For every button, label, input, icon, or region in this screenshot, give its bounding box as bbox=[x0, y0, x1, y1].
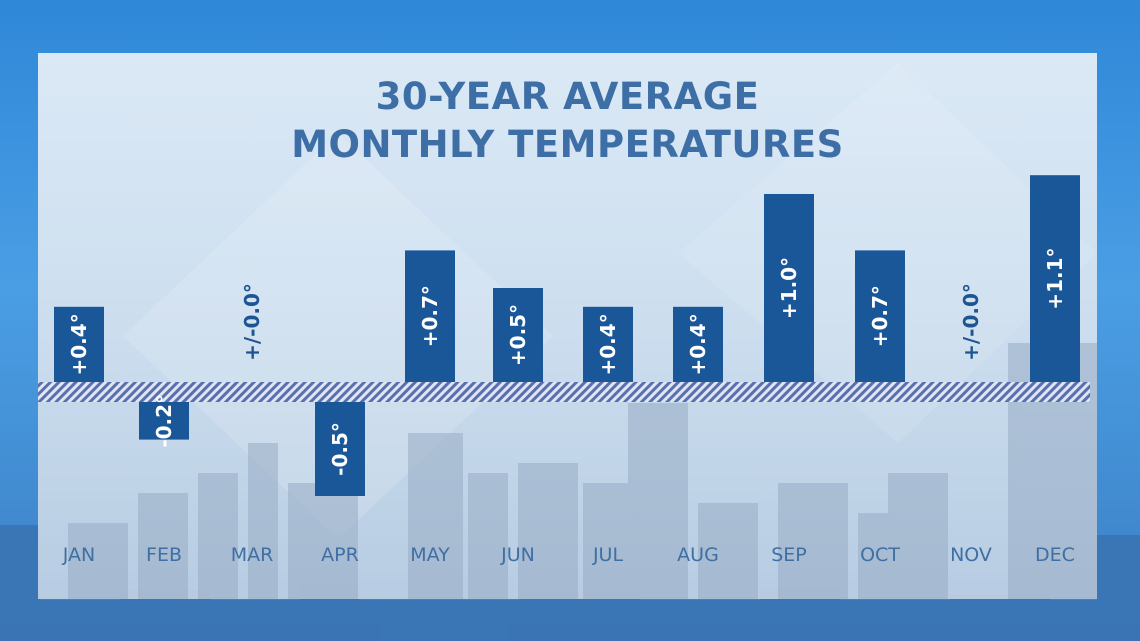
month-label-mar: MAR bbox=[231, 544, 274, 566]
month-label-jan: JAN bbox=[62, 544, 95, 566]
month-label-dec: DEC bbox=[1035, 544, 1075, 566]
bar-oct bbox=[855, 250, 905, 382]
month-label-may: MAY bbox=[410, 544, 450, 566]
chart-title-line-2: MONTHLY TEMPERATURES bbox=[291, 123, 844, 166]
month-label-jul: JUL bbox=[592, 544, 624, 566]
value-label-jul: +0.4° bbox=[596, 313, 620, 375]
zero-axis-band bbox=[38, 382, 1090, 402]
month-label-jun: JUN bbox=[500, 544, 535, 566]
value-label-mar: +/-0.0° bbox=[240, 283, 264, 361]
value-label-nov: +/-0.0° bbox=[959, 283, 983, 361]
month-label-nov: NOV bbox=[950, 544, 992, 566]
month-label-sep: SEP bbox=[771, 544, 807, 566]
value-label-jan: +0.4° bbox=[67, 313, 91, 375]
value-label-apr: -0.5° bbox=[328, 422, 352, 476]
bar-jul bbox=[583, 306, 633, 382]
chart-title-line-1: 30-YEAR AVERAGE bbox=[375, 75, 760, 118]
bar-dec bbox=[1030, 175, 1080, 382]
value-label-sep: +1.0° bbox=[777, 257, 801, 319]
value-label-feb: -0.2° bbox=[152, 394, 176, 448]
value-label-aug: +0.4° bbox=[686, 313, 710, 375]
value-label-dec: +1.1° bbox=[1043, 248, 1067, 310]
bar-may bbox=[405, 250, 455, 382]
bar-chart: +0.4° JAN -0.2° FEB +/-0.0° MAR -0.5° APR +0.7° M… bbox=[38, 175, 1090, 566]
month-label-feb: FEB bbox=[146, 544, 182, 566]
month-label-oct: OCT bbox=[860, 544, 900, 566]
bar-sep bbox=[764, 194, 814, 382]
bar-jan bbox=[54, 306, 104, 382]
bar-apr bbox=[315, 402, 365, 496]
month-label-aug: AUG bbox=[677, 544, 719, 566]
bar-feb bbox=[139, 402, 189, 440]
value-label-jun: +0.5° bbox=[506, 304, 530, 366]
bar-jun bbox=[493, 288, 543, 382]
value-label-may: +0.7° bbox=[418, 285, 442, 347]
panel-decoration bbox=[68, 63, 1097, 599]
bar-aug bbox=[673, 306, 723, 382]
value-label-oct: +0.7° bbox=[868, 285, 892, 347]
month-label-apr: APR bbox=[321, 544, 359, 566]
chart-panel: 30-YEAR AVERAGE MONTHLY TEMPERATURES +0.… bbox=[38, 53, 1097, 599]
